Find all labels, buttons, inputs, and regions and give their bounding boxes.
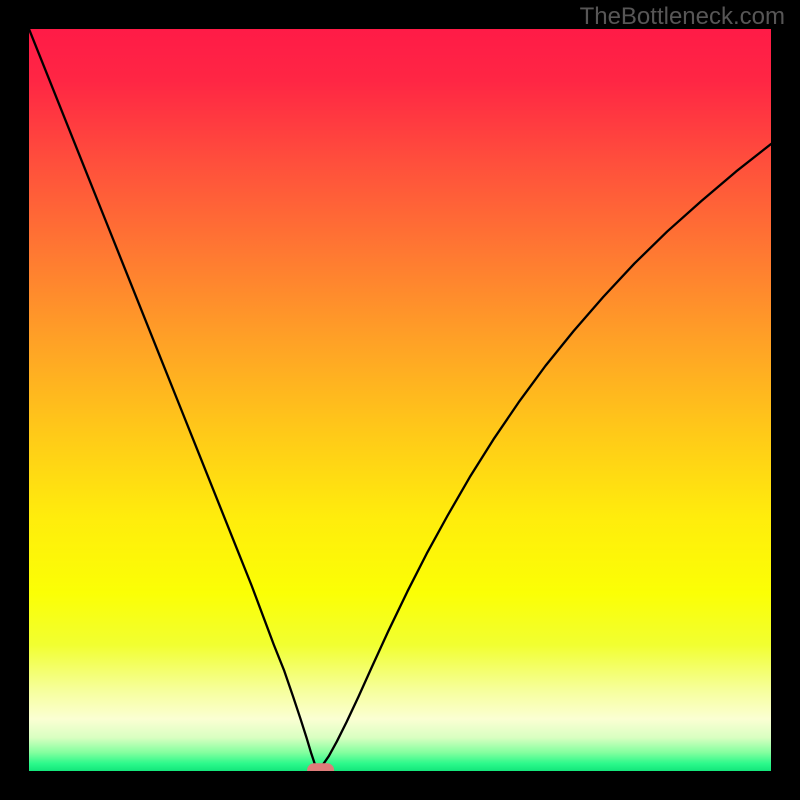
chart-svg xyxy=(29,29,771,771)
chart-frame xyxy=(29,29,771,771)
optimum-marker xyxy=(307,763,334,771)
plot-background xyxy=(29,29,771,771)
watermark-text: TheBottleneck.com xyxy=(580,3,785,31)
